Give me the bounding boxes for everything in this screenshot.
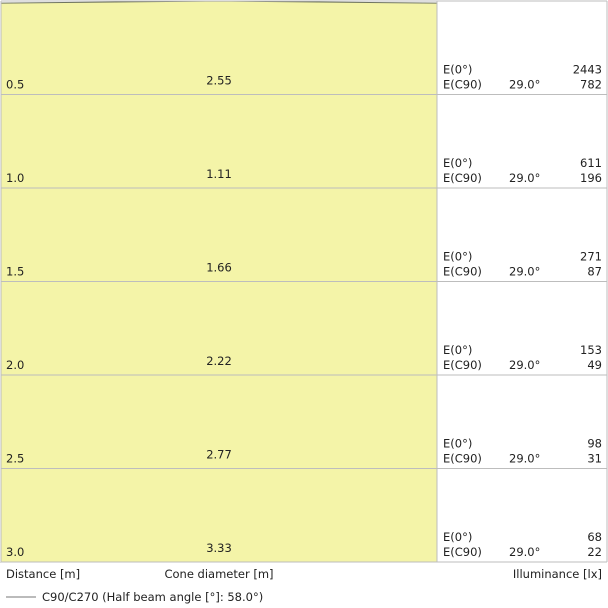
row-labels: 0.5 2.55 E(0°) 2443 E(C90) 29.0° 782 1.0 1.11 E(0…	[6, 63, 602, 560]
ec90-label: E(C90)	[443, 171, 482, 185]
distance-label: 2.5	[6, 452, 24, 466]
ec90-value: 49	[587, 358, 602, 372]
half-angle-label: 29.0°	[509, 78, 540, 92]
ec90-label: E(C90)	[443, 78, 482, 92]
e0-value: 153	[580, 343, 602, 357]
distance-label: 0.5	[6, 78, 24, 92]
ec90-value: 87	[587, 265, 602, 279]
half-angle-label: 29.0°	[509, 171, 540, 185]
e0-value: 611	[580, 156, 602, 170]
cone-diameter-label: 3.33	[206, 541, 232, 555]
distance-label: 3.0	[6, 545, 24, 559]
ec90-value: 782	[580, 78, 602, 92]
e0-value: 271	[580, 250, 602, 264]
half-angle-label: 29.0°	[509, 452, 540, 466]
ec90-label: E(C90)	[443, 545, 482, 559]
e0-label: E(0°)	[443, 156, 472, 170]
e0-label: E(0°)	[443, 530, 472, 544]
half-angle-label: 29.0°	[509, 545, 540, 559]
ec90-label: E(C90)	[443, 265, 482, 279]
cone-diameter-label: 2.77	[206, 448, 232, 462]
ec90-label: E(C90)	[443, 452, 482, 466]
distance-label: 1.5	[6, 265, 24, 279]
e0-value: 2443	[573, 63, 602, 77]
e0-value: 98	[587, 437, 602, 451]
legend-text: C90/C270 (Half beam angle [°]: 58.0°)	[42, 590, 263, 604]
grid-lines	[0, 0, 608, 563]
cone-diameter-label: 1.66	[206, 261, 232, 275]
half-angle-label: 29.0°	[509, 358, 540, 372]
distance-label: 1.0	[6, 171, 24, 185]
cone-diameter-label: 1.11	[206, 167, 232, 181]
ec90-label: E(C90)	[443, 358, 482, 372]
cone-diameter-label: 2.22	[206, 354, 232, 368]
distance-axis-label: Distance [m]	[6, 567, 80, 581]
distance-label: 2.0	[6, 358, 24, 372]
illuminance-axis-label: Illuminance [lx]	[513, 567, 602, 581]
half-angle-label: 29.0°	[509, 265, 540, 279]
e0-label: E(0°)	[443, 343, 472, 357]
cone-diameter-axis-label: Cone diameter [m]	[164, 567, 273, 581]
ec90-value: 31	[587, 452, 602, 466]
e0-label: E(0°)	[443, 63, 472, 77]
ec90-value: 196	[580, 171, 602, 185]
e0-label: E(0°)	[443, 437, 472, 451]
e0-label: E(0°)	[443, 250, 472, 264]
cone-diameter-label: 2.55	[206, 74, 232, 88]
e0-value: 68	[587, 530, 602, 544]
ec90-value: 22	[587, 545, 602, 559]
